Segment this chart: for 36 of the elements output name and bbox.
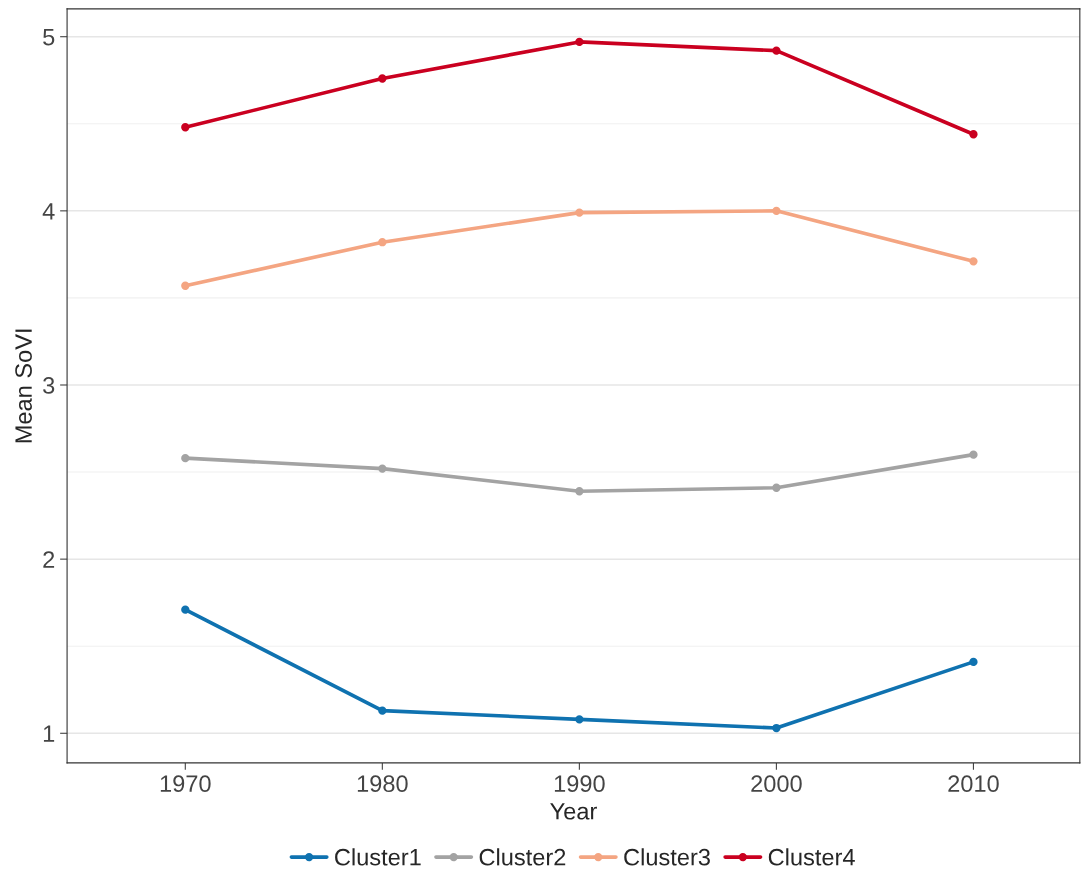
point (181, 281, 190, 290)
x-axis-title: Year (550, 803, 597, 820)
point (772, 483, 781, 492)
legend-label: Cluster2 (479, 848, 566, 866)
point (575, 715, 584, 724)
x-tick-label: 1990 (554, 775, 605, 793)
y-tick-label: 4 (42, 203, 55, 220)
legend-label: Cluster1 (335, 848, 421, 866)
point (969, 257, 978, 266)
y-tick-label: 3 (43, 377, 55, 394)
point (575, 487, 584, 496)
point (181, 123, 190, 132)
y-tick-label: 5 (43, 29, 55, 46)
point (969, 130, 978, 139)
point (378, 706, 387, 715)
point (378, 238, 387, 247)
point (181, 605, 190, 614)
point (772, 723, 781, 733)
point (575, 37, 584, 47)
point (969, 450, 978, 459)
point (772, 46, 781, 55)
x-tick-label: 2010 (948, 775, 999, 793)
point (575, 208, 584, 217)
point (378, 74, 387, 83)
x-tick-label: 2000 (751, 775, 802, 793)
y-tick-label: 2 (43, 551, 55, 568)
point (969, 657, 978, 667)
point (378, 464, 387, 473)
point (772, 206, 781, 216)
legend-label: Cluster4 (768, 848, 855, 866)
y-tick-label: 1 (43, 725, 55, 742)
legend-label: Cluster3 (624, 848, 710, 866)
y-axis-title: Mean SoVI (15, 329, 32, 443)
point (181, 453, 190, 463)
x-tick-label: 1970 (160, 775, 211, 793)
x-tick-label: 1980 (357, 775, 408, 793)
